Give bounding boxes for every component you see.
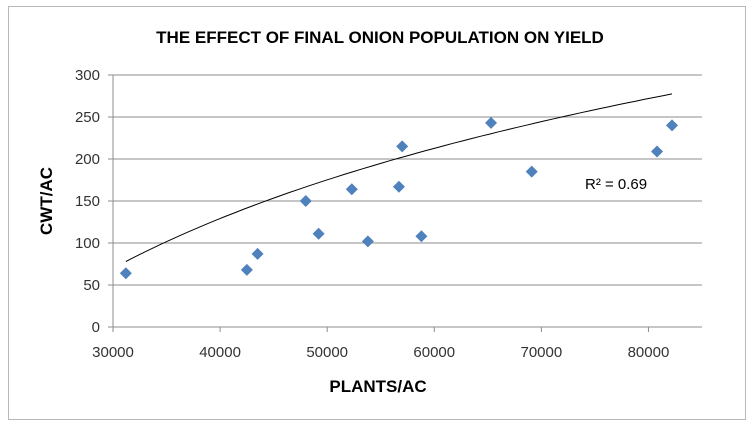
y-tick-label: 300 xyxy=(75,67,100,84)
data-point xyxy=(396,140,409,153)
y-tick-label: 250 xyxy=(75,109,100,126)
data-point xyxy=(299,195,312,207)
data-point xyxy=(312,227,325,240)
x-axis-title: PLANTS/AC xyxy=(329,377,426,396)
axes xyxy=(108,74,702,332)
data-point xyxy=(485,116,498,129)
r-squared-label: R² = 0.69 xyxy=(585,176,647,193)
data-point xyxy=(361,235,374,248)
x-tick-label: 80000 xyxy=(628,344,670,361)
x-tick-label: 60000 xyxy=(413,344,455,361)
x-tick-labels: 30000 40000 50000 60000 70000 80000 xyxy=(92,344,669,361)
x-tick-label: 40000 xyxy=(199,344,241,361)
data-point xyxy=(666,119,679,132)
data-point xyxy=(251,247,264,260)
y-tick-labels: 0 50 100 150 200 250 300 xyxy=(75,67,100,336)
y-tick-label: 150 xyxy=(75,193,100,210)
trendline xyxy=(125,93,673,262)
y-axis-title: CWT/AC xyxy=(37,167,56,235)
data-point xyxy=(240,263,253,276)
y-tick-label: 200 xyxy=(75,151,100,168)
data-point xyxy=(392,180,405,193)
x-tick-label: 50000 xyxy=(306,344,348,361)
data-point xyxy=(525,165,538,178)
data-point xyxy=(345,183,358,196)
x-tick-label: 30000 xyxy=(92,344,134,361)
data-point xyxy=(415,230,428,243)
y-tick-label: 100 xyxy=(75,235,100,252)
data-points xyxy=(119,116,679,280)
data-point xyxy=(651,145,664,158)
data-point xyxy=(119,267,132,280)
grid-lines xyxy=(113,74,702,286)
y-tick-label: 50 xyxy=(83,277,100,294)
chart-title: THE EFFECT OF FINAL ONION POPULATION ON … xyxy=(156,28,604,47)
y-tick-label: 0 xyxy=(92,319,100,336)
x-tick-label: 70000 xyxy=(521,344,563,361)
